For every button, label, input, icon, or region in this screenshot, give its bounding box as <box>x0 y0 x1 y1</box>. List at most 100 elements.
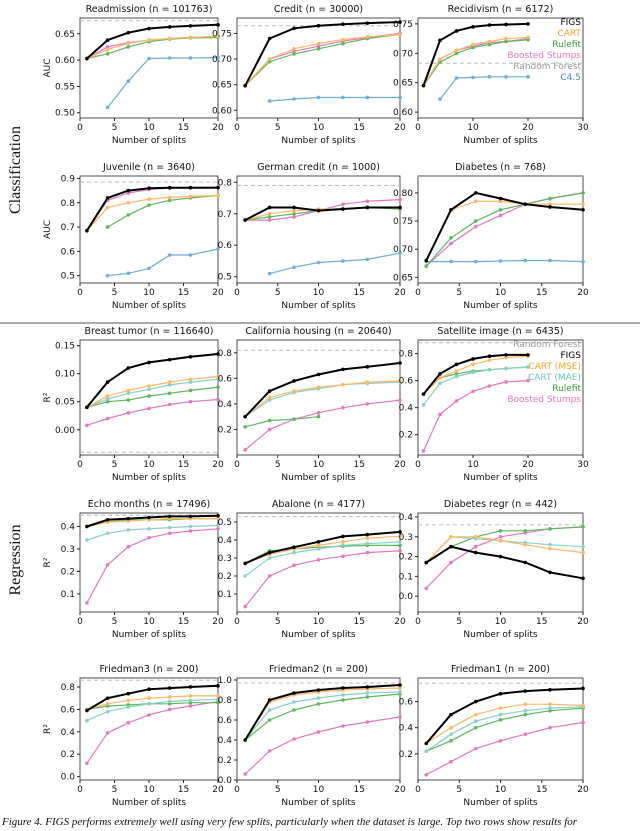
series-point <box>421 83 426 88</box>
plot-frame <box>236 175 401 284</box>
series-point <box>471 370 475 375</box>
series-point <box>147 26 151 31</box>
y-tick-label: 0.4 <box>61 523 76 533</box>
series-point <box>216 185 220 190</box>
series-point <box>267 36 272 41</box>
series-point <box>188 388 193 393</box>
series-point <box>581 576 585 581</box>
x-tick-label: 0 <box>77 123 83 133</box>
x-tick-label: 15 <box>536 288 547 298</box>
x-axis-label: Number of splits <box>463 136 537 146</box>
series-point <box>398 398 402 402</box>
series-point <box>454 76 459 80</box>
series-point <box>316 543 321 548</box>
series-point <box>126 528 131 532</box>
series-point <box>243 414 247 419</box>
x-tick-label: 5 <box>275 288 281 298</box>
series-point <box>243 772 247 776</box>
x-tick-label: 0 <box>415 288 421 298</box>
chart-title: Satellite image (n = 6435) <box>437 326 563 337</box>
series-point <box>85 761 89 765</box>
series-point <box>341 207 345 211</box>
series-point <box>147 384 151 388</box>
legend-entry: FIGS <box>560 351 581 361</box>
series-point <box>147 687 151 692</box>
series-point <box>126 544 131 549</box>
series-point <box>126 79 131 83</box>
series-point <box>454 399 459 403</box>
x-axis-label: Number of splits <box>463 630 537 640</box>
x-tick-label: 10 <box>313 288 325 298</box>
series-point <box>147 696 151 700</box>
y-tick-label: 0.0 <box>218 776 233 786</box>
series-point <box>487 42 492 47</box>
series-point <box>438 412 442 417</box>
x-axis-label: Number of splits <box>112 136 186 146</box>
series-point <box>126 200 131 205</box>
chart-title: Breast tumor (n = 116640) <box>84 326 213 337</box>
series-point <box>365 365 370 369</box>
series-point <box>267 574 272 578</box>
series-point <box>243 218 247 222</box>
series-point <box>147 38 151 42</box>
series-point <box>105 380 110 384</box>
series-point <box>243 574 247 578</box>
x-tick-label: 10 <box>143 288 155 298</box>
x-tick-label: 15 <box>178 288 189 298</box>
series-point <box>167 198 172 203</box>
series-point <box>292 215 296 219</box>
x-tick-label: 5 <box>112 460 118 470</box>
series-line <box>439 76 528 100</box>
series-point <box>498 712 503 717</box>
series-point <box>267 556 272 560</box>
series-point <box>365 402 370 406</box>
series-point <box>105 225 110 229</box>
y-tick-label: 0.2 <box>399 750 413 760</box>
series-point <box>498 529 503 533</box>
series-point <box>105 696 110 700</box>
series-point <box>147 387 151 392</box>
y-tick-label: 0.4 <box>218 400 233 410</box>
y-tick-label: 0.65 <box>393 79 413 89</box>
y-axis-label: R² <box>43 724 53 734</box>
series-point <box>341 686 345 690</box>
y-tick-label: 0.2 <box>218 425 232 435</box>
series-point <box>548 196 552 201</box>
y-tick-label: 0.2 <box>399 553 413 563</box>
series-point <box>105 399 110 404</box>
series-point <box>105 196 110 200</box>
x-tick-label: 10 <box>143 123 155 133</box>
y-tick-label: 0.5 <box>218 518 232 528</box>
chart-title: Friedman1 (n = 200) <box>451 664 550 675</box>
series-point <box>398 540 402 544</box>
series-point <box>316 23 321 28</box>
series-point <box>126 398 131 402</box>
series-point <box>398 686 402 690</box>
series-point <box>473 224 478 229</box>
series-point <box>126 388 131 393</box>
legend-entry: CART (MAE) <box>528 373 581 383</box>
series-point <box>523 708 528 713</box>
x-tick-label: 10 <box>495 785 507 795</box>
series-point <box>398 205 402 210</box>
series-point <box>365 35 370 39</box>
series-point <box>504 75 508 79</box>
series-point <box>147 186 151 190</box>
y-tick-label: 0.50 <box>55 109 75 119</box>
y-axis-label: R² <box>43 392 53 402</box>
y-tick-label: 0.65 <box>393 273 413 283</box>
x-tick-label: 5 <box>112 785 118 795</box>
series-point <box>316 702 321 706</box>
series-point <box>548 687 552 692</box>
series-point <box>216 352 220 356</box>
series-point <box>292 379 296 383</box>
series-point <box>581 720 585 725</box>
x-axis-label: Number of splits <box>463 473 537 483</box>
series-point <box>243 425 247 429</box>
series-point <box>85 56 89 61</box>
series-point <box>473 712 478 717</box>
series-point <box>473 550 478 555</box>
series-point <box>424 586 429 591</box>
series-point <box>398 379 402 383</box>
y-tick-label: 0.6 <box>61 705 76 715</box>
